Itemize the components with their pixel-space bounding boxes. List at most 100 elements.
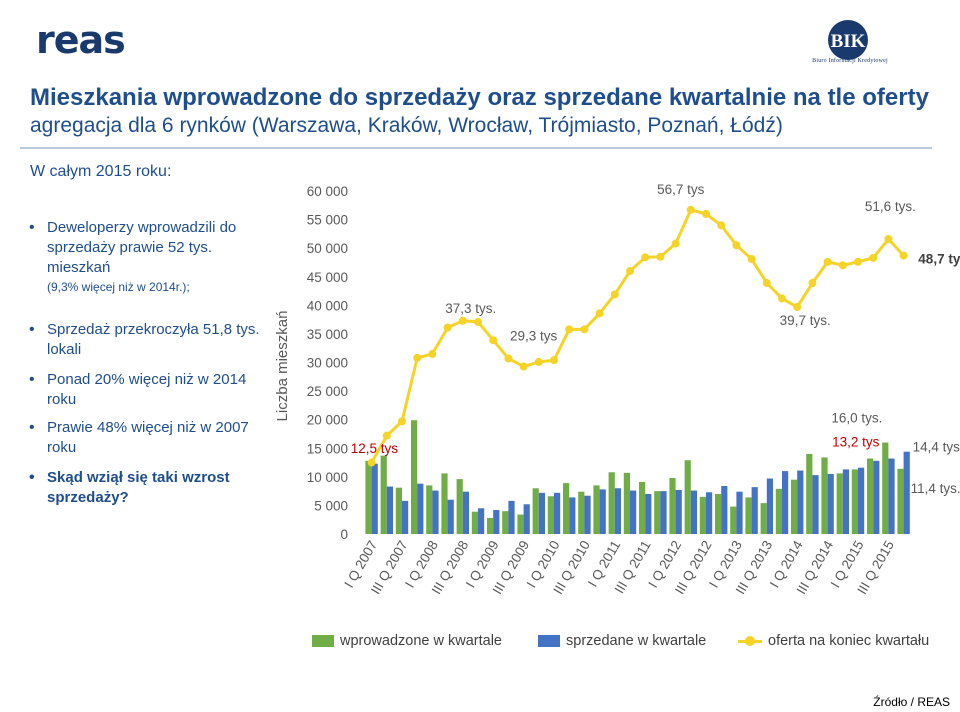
bar-sold	[417, 483, 424, 534]
offer-marker	[382, 431, 391, 440]
bar-sold	[432, 490, 439, 534]
offer-marker	[534, 357, 543, 366]
bik-logo: BIK	[800, 18, 900, 70]
summary-label: W całym 2015 roku:	[30, 163, 172, 180]
y-tick-label: 55 000	[307, 213, 348, 228]
bar-sold	[873, 460, 880, 534]
offer-marker	[580, 325, 589, 334]
data-label: 12,5 tys	[351, 441, 399, 456]
bullet-question: Skąd wziął się taki wzrost sprzedaży?	[28, 468, 268, 508]
bar-introduced	[426, 485, 433, 534]
offer-marker	[626, 267, 634, 276]
bar-sold	[599, 489, 606, 534]
data-label: 14,4 tys.	[913, 440, 960, 455]
bar-sold	[630, 490, 637, 534]
y-tick-label: 5 000	[314, 498, 348, 513]
offer-marker	[443, 323, 452, 332]
offer-marker	[671, 239, 680, 248]
bullet-vs-2007: Prawie 48% więcej niż w 2007 roku	[28, 418, 268, 458]
offer-marker	[398, 417, 406, 426]
offer-marker	[489, 336, 498, 345]
bar-sold	[645, 493, 652, 534]
bar-introduced	[639, 481, 646, 534]
bar-introduced	[867, 458, 874, 534]
bar-introduced	[441, 473, 448, 534]
page-subtitle: agregacja dla 6 rynków (Warszawa, Kraków…	[30, 114, 783, 137]
data-label: 13,2 tys	[832, 435, 880, 450]
bik-logo-subtitle: Biuro Informacji Kredytowej	[812, 58, 888, 64]
reas-logo: reas	[36, 18, 126, 62]
bar-introduced	[578, 491, 585, 534]
legend-label-sold: sprzedane w kwartale	[566, 633, 707, 649]
bar-sold	[402, 500, 409, 534]
offer-marker	[732, 241, 741, 250]
offer-marker	[428, 349, 437, 358]
legend-label-offer: oferta na koniec kwartału	[768, 633, 930, 649]
bar-sold	[493, 509, 500, 534]
data-label: 16,0 tys.	[831, 411, 882, 426]
bar-introduced	[715, 493, 722, 534]
y-tick-label: 45 000	[307, 270, 348, 285]
bar-sold	[721, 485, 728, 534]
offer-marker	[413, 353, 422, 362]
bar-sold	[766, 478, 773, 534]
bar-introduced	[517, 514, 524, 534]
bar-sold	[751, 487, 758, 534]
bar-sold	[706, 492, 713, 534]
bullet-introduced-note: (9,3% więcej niż w 2014r.);	[47, 280, 190, 294]
bar-introduced	[608, 472, 615, 534]
y-tick-label: 20 000	[307, 413, 348, 428]
legend-swatch-offer	[738, 635, 762, 647]
bar-introduced	[684, 460, 691, 534]
bar-introduced	[730, 506, 737, 534]
bar-sold	[690, 490, 697, 534]
y-tick-label: 10 000	[307, 470, 348, 485]
offer-marker	[474, 317, 482, 326]
bar-introduced	[623, 472, 630, 534]
offer-marker	[519, 362, 528, 371]
page-title: Mieszkania wprowadzone do sprzedaży oraz…	[30, 84, 929, 111]
offer-marker	[838, 261, 847, 270]
bullet-sales: Sprzedaż przekroczyła 51,8 tys. lokali	[28, 320, 268, 360]
bar-introduced	[821, 457, 828, 534]
offer-line	[370, 208, 905, 464]
bar-sold	[386, 486, 393, 534]
bar-sold	[569, 497, 576, 534]
bar-introduced	[745, 497, 752, 534]
bar-introduced	[593, 485, 600, 534]
legend-item-introduced: wprowadzone w kwartale	[312, 633, 502, 649]
bar-introduced	[882, 442, 889, 534]
bar-introduced	[547, 496, 554, 534]
bar-introduced	[806, 453, 813, 534]
y-axis-title: Liczba mieszkań	[274, 311, 291, 422]
bar-sold	[782, 471, 789, 534]
bar-sold	[903, 451, 910, 534]
bar-sold	[660, 491, 667, 534]
y-tick-label: 30 000	[307, 356, 348, 371]
bar-introduced	[654, 491, 661, 534]
bar-introduced	[471, 511, 478, 534]
bar-sold	[827, 473, 834, 534]
bar-introduced	[502, 511, 509, 534]
data-label: 51,6 tys.	[865, 199, 916, 214]
offer-marker	[778, 294, 786, 303]
offer-marker	[595, 309, 604, 318]
bar-introduced	[487, 517, 494, 534]
offer-marker	[793, 303, 802, 312]
bar-sold	[842, 469, 849, 534]
bar-introduced	[411, 420, 418, 534]
legend-swatch-introduced	[312, 635, 334, 647]
bar-sold	[462, 491, 469, 534]
data-label: 29,3 tys	[510, 329, 558, 344]
bar-introduced	[380, 455, 387, 534]
offer-marker	[367, 458, 376, 467]
svg-text:BIK: BIK	[831, 31, 866, 52]
bar-sold	[447, 499, 454, 534]
offer-marker	[869, 253, 878, 262]
bar-introduced	[669, 477, 676, 534]
data-label: 11,4 tys.	[911, 481, 960, 496]
offer-marker	[899, 251, 908, 260]
bar-introduced	[851, 469, 858, 534]
summary-bullets: Deweloperzy wprowadzili do sprzedaży pra…	[28, 218, 268, 508]
